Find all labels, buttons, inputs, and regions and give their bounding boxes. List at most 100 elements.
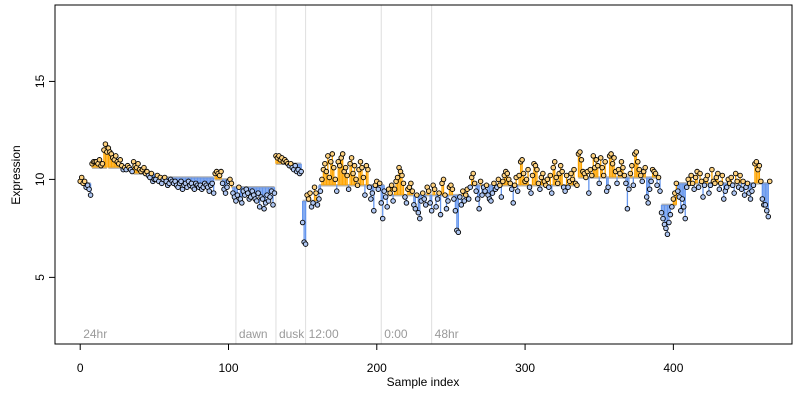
data-point — [329, 151, 336, 157]
data-point — [667, 211, 674, 218]
data-point — [491, 180, 497, 187]
data-point — [148, 170, 155, 177]
data-point — [305, 196, 312, 202]
data-point — [670, 196, 677, 202]
data-point — [626, 186, 632, 192]
data-point — [605, 184, 611, 190]
data-point — [627, 170, 634, 177]
data-point — [236, 184, 242, 190]
data-point — [586, 190, 592, 196]
data-point — [590, 153, 597, 159]
data-point — [317, 188, 324, 194]
data-point — [599, 164, 605, 171]
x-axis-title: Sample index — [387, 375, 460, 389]
y-tick-label: 10 — [33, 172, 47, 186]
data-point — [642, 164, 648, 171]
data-point — [445, 198, 451, 204]
data-point — [222, 190, 229, 196]
data-point — [209, 180, 215, 187]
data-point — [571, 166, 577, 173]
data-point — [436, 190, 442, 196]
data-point — [498, 194, 505, 200]
annotation-label-2: dusk — [279, 327, 305, 341]
data-point — [767, 178, 773, 185]
data-point — [562, 188, 568, 194]
data-point — [528, 190, 534, 196]
data-point — [427, 200, 433, 206]
annotation-label-1: dawn — [239, 327, 268, 341]
data-point — [553, 174, 559, 181]
data-point — [645, 200, 651, 206]
data-point — [394, 174, 401, 181]
data-point — [593, 157, 600, 163]
data-point — [574, 182, 580, 189]
data-point — [471, 180, 478, 187]
data-point — [442, 192, 448, 198]
data-point — [618, 159, 625, 165]
data-point — [691, 186, 697, 192]
data-point — [431, 186, 438, 192]
data-point — [678, 208, 684, 214]
data-point — [87, 192, 94, 198]
data-point — [516, 172, 522, 179]
data-point — [433, 204, 439, 210]
data-point — [657, 188, 663, 194]
data-point — [402, 194, 408, 200]
data-point — [350, 170, 356, 177]
data-point — [483, 182, 490, 189]
data-point — [415, 209, 422, 216]
data-point — [568, 170, 574, 177]
data-point — [507, 180, 513, 187]
data-point — [325, 153, 331, 159]
data-point — [259, 196, 266, 202]
data-point — [470, 170, 476, 177]
data-point — [719, 172, 726, 179]
data-point — [526, 184, 533, 190]
data-point — [554, 180, 561, 187]
data-point — [712, 180, 718, 187]
data-point — [102, 141, 109, 147]
data-point — [463, 192, 469, 198]
data-point — [409, 188, 416, 194]
data-point — [307, 190, 313, 196]
data-point — [449, 186, 456, 192]
data-point — [482, 188, 488, 194]
data-point — [381, 188, 387, 194]
data-point — [707, 182, 714, 189]
data-point — [379, 215, 386, 222]
data-point — [353, 176, 359, 183]
data-point — [547, 172, 554, 179]
data-point — [600, 172, 607, 179]
data-point — [270, 202, 276, 208]
data-point — [457, 194, 463, 200]
data-point — [744, 180, 751, 187]
data-point — [535, 180, 542, 187]
data-point — [753, 159, 760, 165]
data-point — [455, 229, 462, 236]
data-point — [384, 204, 390, 210]
data-point — [408, 180, 414, 187]
data-point — [488, 198, 494, 204]
data-point — [332, 176, 339, 183]
data-point — [310, 200, 316, 206]
data-point — [421, 196, 427, 202]
data-point — [344, 172, 350, 179]
data-point — [740, 178, 746, 185]
data-point — [756, 162, 763, 169]
data-point — [219, 180, 226, 187]
data-point — [529, 172, 536, 179]
data-point — [348, 155, 355, 161]
data-point — [400, 180, 407, 187]
data-point — [758, 178, 764, 185]
data-point — [255, 190, 261, 196]
x-tick-label: 400 — [663, 361, 683, 375]
data-point — [589, 172, 595, 179]
data-point — [718, 180, 724, 187]
data-point — [715, 170, 721, 177]
data-point — [319, 176, 325, 183]
data-point — [440, 176, 447, 183]
data-point — [700, 194, 706, 200]
data-point — [477, 178, 484, 185]
data-point — [366, 184, 373, 190]
data-point — [750, 182, 757, 189]
